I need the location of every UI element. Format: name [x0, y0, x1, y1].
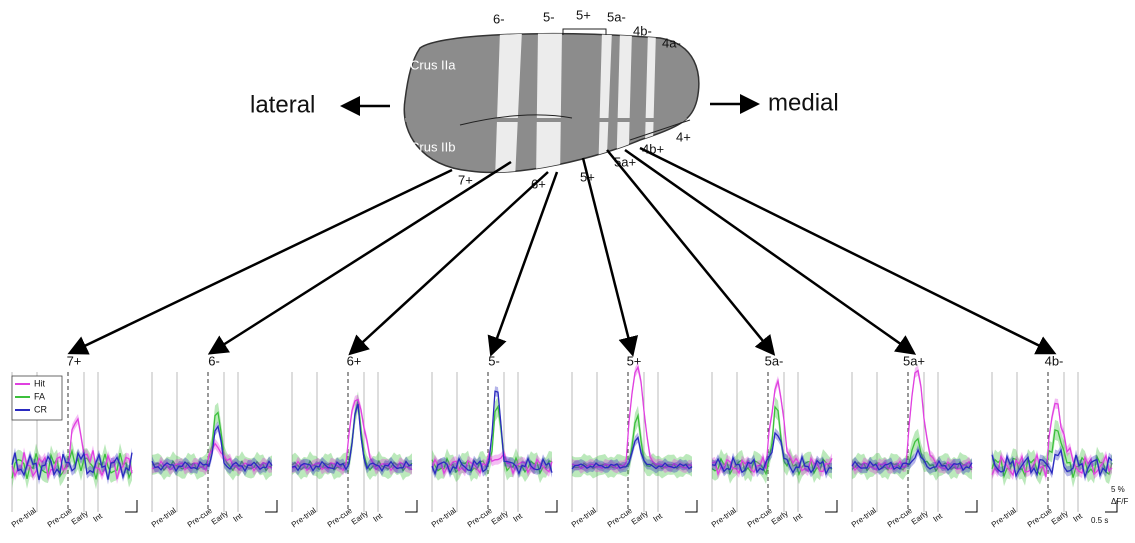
- panel-title: 4b-: [1045, 353, 1064, 368]
- zone-label: 5a-: [607, 9, 626, 24]
- figure: Crus IIa Crus IIb lateral medial 6-5-5+5…: [0, 0, 1135, 538]
- epoch-label: Int: [92, 511, 105, 524]
- brain: Crus IIa Crus IIb lateral medial: [250, 29, 839, 180]
- arrow: [212, 162, 511, 352]
- panel-title: 5a-: [765, 353, 784, 368]
- zone-label: 5+: [576, 7, 591, 22]
- zone-label: 4b-: [633, 23, 652, 38]
- zone-label: 6-: [493, 11, 505, 26]
- scale-bar: [405, 500, 417, 512]
- crus-iia: Crus IIa: [410, 57, 456, 72]
- epoch-label: Early: [770, 509, 790, 527]
- epoch-label: Early: [210, 509, 230, 527]
- epoch-label: Pre-cue: [746, 506, 775, 530]
- scale-x: 0.5 s: [1091, 516, 1108, 525]
- epoch-label: Pre-trial: [710, 506, 738, 530]
- medial-label: medial: [768, 89, 839, 116]
- epoch-label: Pre-cue: [186, 506, 215, 530]
- trace-band: [852, 429, 972, 481]
- arrow: [352, 172, 548, 352]
- epoch-label: Pre-cue: [46, 506, 75, 530]
- arrow: [583, 158, 632, 352]
- arrow: [640, 148, 1052, 352]
- legend-label: Hit: [34, 378, 45, 388]
- arrow: [625, 150, 912, 352]
- legend-label: FA: [34, 391, 45, 401]
- epoch-label: Pre-cue: [1026, 506, 1055, 530]
- scale-bar: [265, 500, 277, 512]
- epoch-label: Pre-cue: [606, 506, 635, 530]
- epoch-label: Early: [350, 509, 370, 527]
- epoch-label: Pre-cue: [886, 506, 915, 530]
- epoch-label: Pre-trial: [10, 506, 38, 530]
- epoch-label: Int: [232, 511, 245, 524]
- epoch-label: Int: [1072, 511, 1085, 524]
- zone-label: 7+: [458, 172, 473, 187]
- panel-title: 7+: [67, 353, 82, 368]
- epoch-label: Pre-trial: [430, 506, 458, 530]
- epoch-label: Early: [1050, 509, 1070, 527]
- epoch-label: Pre-trial: [990, 506, 1018, 530]
- panel-title: 5a+: [903, 353, 925, 368]
- legend-label: CR: [34, 404, 47, 414]
- arrow: [492, 172, 557, 352]
- scale-bar: [965, 500, 977, 512]
- epoch-label: Int: [792, 511, 805, 524]
- zone-label: 4a-: [662, 35, 681, 50]
- epoch-label: Early: [70, 509, 90, 527]
- scale-y: 5 %: [1111, 485, 1125, 494]
- epoch-label: Pre-trial: [850, 506, 878, 530]
- epoch-label: Pre-trial: [570, 506, 598, 530]
- scale-bar: [545, 500, 557, 512]
- zone-label: 4+: [676, 129, 691, 144]
- panel: 5- Pre-trial Pre-cueEarlyInt: [430, 172, 557, 529]
- epoch-label: Pre-cue: [326, 506, 355, 530]
- arrow: [607, 150, 772, 352]
- scale-unit: ΔF/F: [1111, 497, 1128, 506]
- panel-title: 6+: [347, 353, 362, 368]
- epoch-label: Int: [652, 511, 665, 524]
- epoch-label: Int: [372, 511, 385, 524]
- scale-bar: [825, 500, 837, 512]
- legend: Hit FA CR: [12, 376, 62, 420]
- scale-bar: [125, 500, 137, 512]
- panel-title: 5+: [627, 353, 642, 368]
- epoch-label: Early: [910, 509, 930, 527]
- panel-title: 6-: [208, 353, 220, 368]
- epoch-label: Int: [512, 511, 525, 524]
- epoch-label: Pre-trial: [290, 506, 318, 530]
- epoch-label: Pre-cue: [466, 506, 495, 530]
- epoch-label: Early: [630, 509, 650, 527]
- epoch-label: Early: [490, 509, 510, 527]
- zone-label: 5-: [543, 9, 555, 24]
- crus-iib: Crus IIb: [410, 139, 456, 154]
- scale-bar: [685, 500, 697, 512]
- epoch-label: Int: [932, 511, 945, 524]
- lateral-label: lateral: [250, 91, 315, 118]
- epoch-label: Pre-trial: [150, 506, 178, 530]
- arrow: [72, 170, 452, 352]
- panel-title: 5-: [488, 353, 500, 368]
